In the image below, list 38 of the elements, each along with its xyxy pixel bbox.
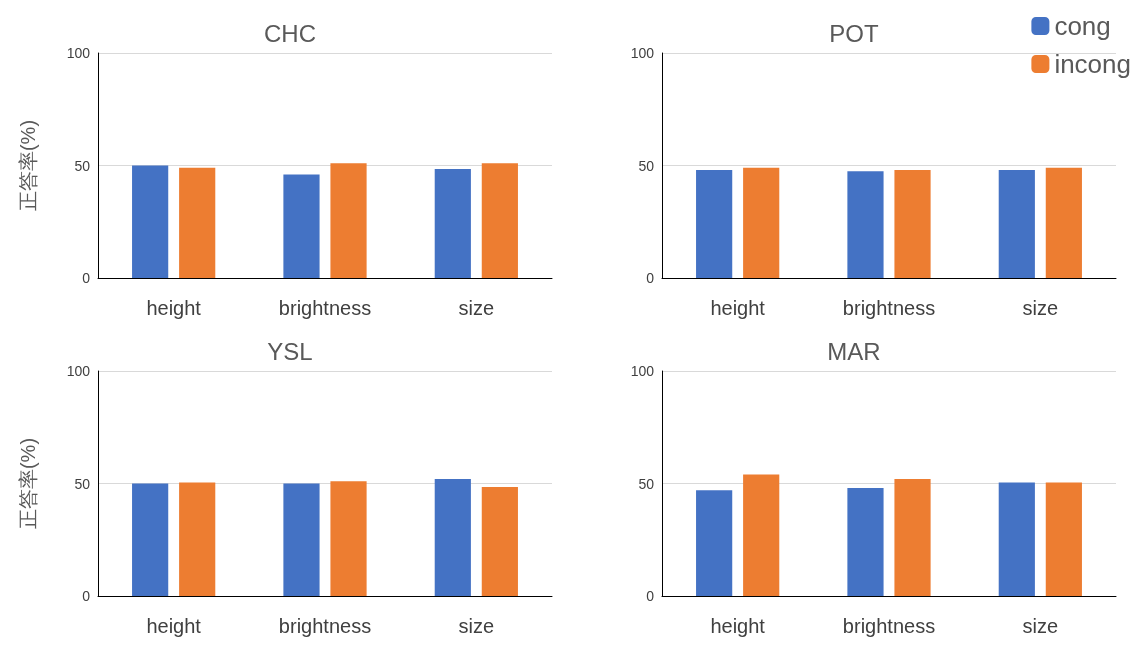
bar	[696, 490, 733, 596]
y-tick-label: 100	[66, 45, 91, 61]
y-tick-label: 50	[74, 157, 91, 174]
x-tick-label: size	[1022, 615, 1059, 637]
legend-label: incong	[1054, 49, 1132, 79]
y-tick-label: 100	[66, 363, 91, 379]
x-tick-label: size	[1022, 297, 1059, 319]
x-tick-label: height	[146, 615, 202, 637]
x-tick-label: brightness	[842, 297, 936, 319]
y-tick-label: 50	[74, 475, 91, 492]
chart-title: YSL	[267, 337, 313, 365]
x-tick-label: height	[146, 297, 202, 319]
y-tick-label: 0	[646, 588, 655, 604]
y-tick-label: 0	[646, 270, 655, 286]
bar	[998, 482, 1035, 596]
chart-title: CHC	[264, 19, 316, 47]
bar	[894, 479, 931, 596]
x-tick-label: height	[710, 297, 766, 319]
y-tick-label: 100	[630, 363, 655, 379]
bar	[1045, 482, 1082, 596]
bar	[743, 474, 780, 596]
legend-label: cong	[1054, 11, 1111, 41]
x-tick-label: brightness	[278, 615, 372, 637]
y-tick-label: 0	[82, 270, 91, 286]
x-tick-label: height	[710, 615, 766, 637]
bar	[847, 488, 884, 596]
chart-title: POT	[829, 19, 879, 47]
x-tick-label: brightness	[842, 615, 936, 637]
x-tick-label: brightness	[278, 297, 372, 319]
x-tick-label: size	[458, 615, 495, 637]
y-tick-label: 100	[630, 45, 655, 61]
chart-title: MAR	[827, 337, 881, 365]
y-tick-label: 0	[82, 588, 91, 604]
y-axis-title: 正答率(%)	[17, 437, 39, 530]
y-tick-label: 50	[638, 475, 655, 492]
x-tick-label: size	[458, 297, 495, 319]
y-axis-title: 正答率(%)	[17, 119, 39, 212]
y-tick-label: 50	[638, 157, 655, 174]
